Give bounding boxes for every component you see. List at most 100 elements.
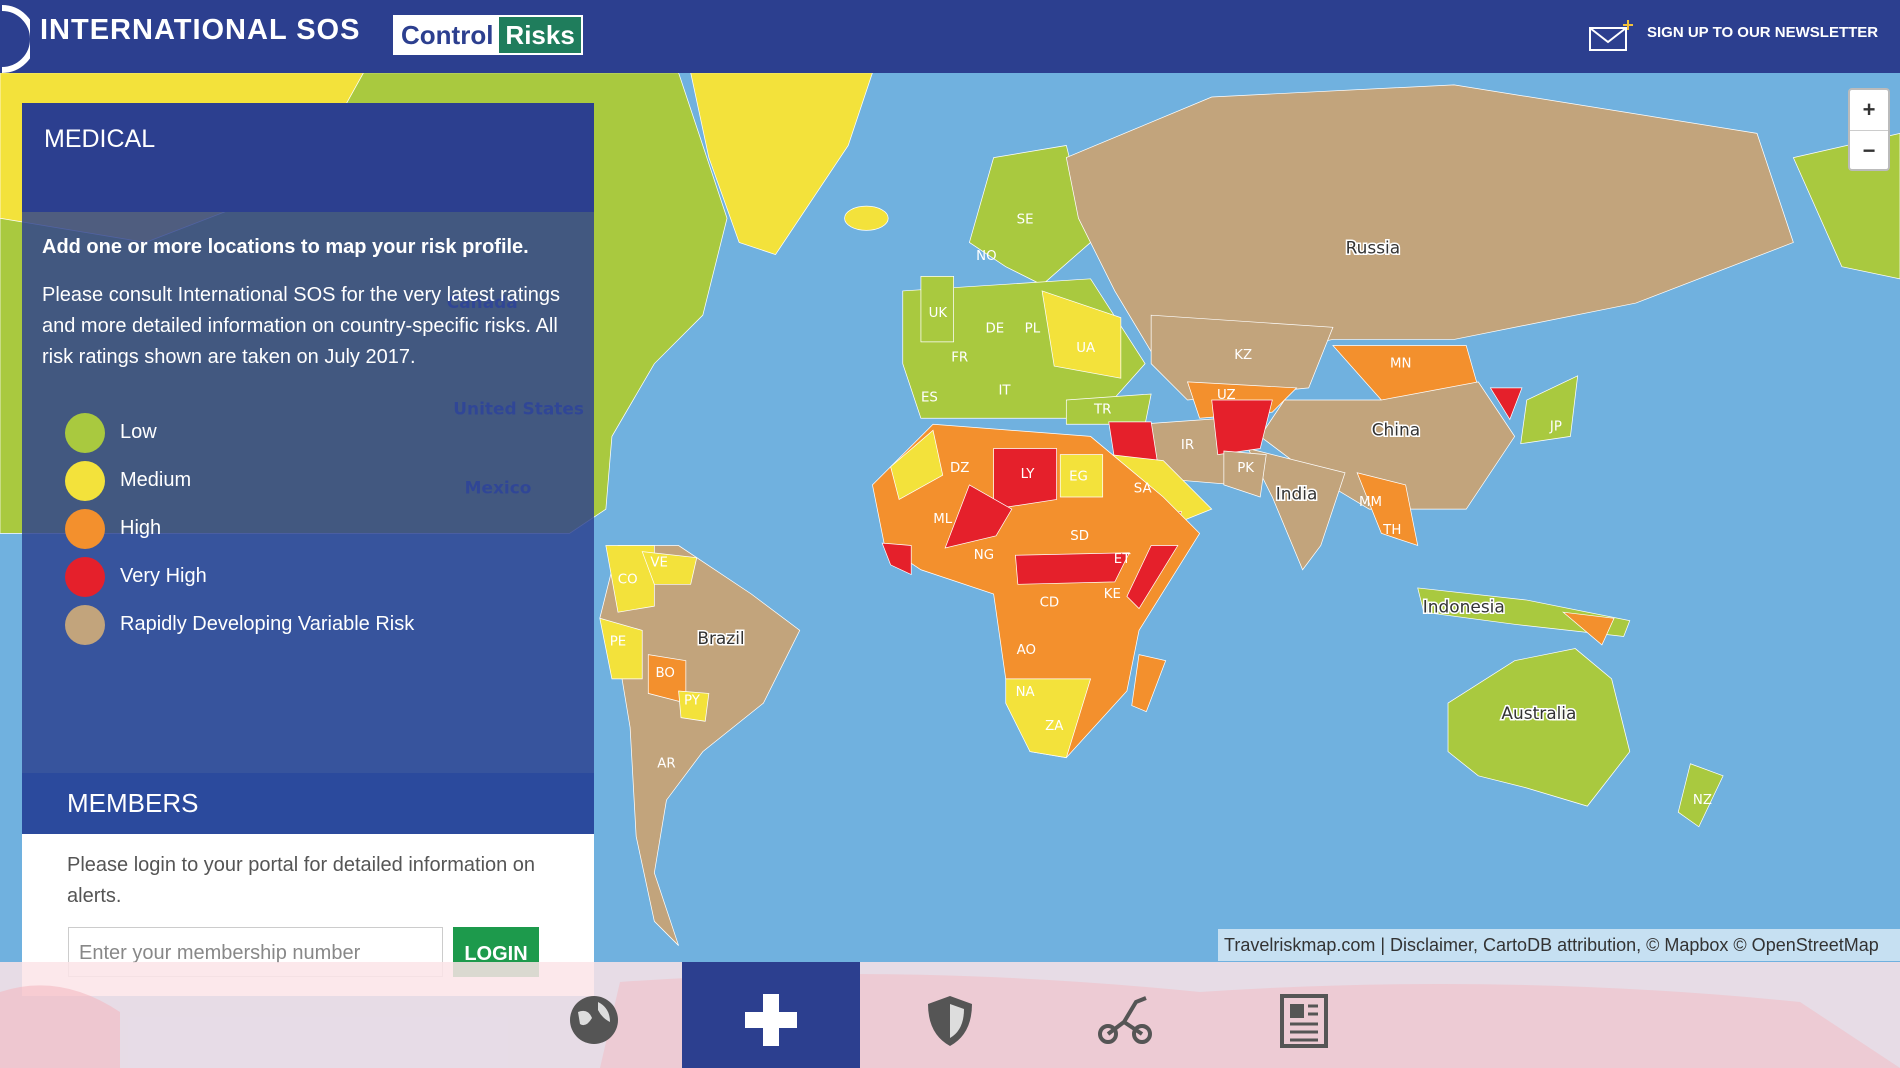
map-label: PY <box>684 694 701 709</box>
map-label: UZ <box>1217 388 1236 403</box>
map-label: ZA <box>1045 719 1063 734</box>
map-label: PL <box>1025 322 1041 337</box>
country-shape[interactable] <box>881 542 912 576</box>
country-shape[interactable] <box>1247 447 1346 571</box>
panel-body <box>22 212 594 773</box>
nav-background <box>0 974 1900 1068</box>
country-shape[interactable] <box>1677 763 1724 828</box>
map-label: SD <box>1070 529 1089 544</box>
newsletter-link[interactable]: SIGN UP TO OUR NEWSLETTER <box>1647 24 1879 41</box>
panel-header <box>22 103 594 212</box>
map-label: NZ <box>1693 793 1712 808</box>
map-label: ET <box>1114 552 1131 567</box>
country-shape[interactable] <box>1223 450 1267 498</box>
country-shape[interactable] <box>641 551 698 585</box>
country-shape[interactable] <box>605 545 655 613</box>
country-shape[interactable] <box>1005 678 1092 759</box>
map-label: IT <box>998 383 1011 398</box>
map-label: Russia <box>1346 238 1401 258</box>
map-label: PE <box>610 634 626 649</box>
brand[interactable]: INTERNATIONAL SOS <box>40 14 361 46</box>
medical-icon <box>745 994 797 1046</box>
nav-travel[interactable] <box>566 992 622 1048</box>
country-shape[interactable] <box>1131 654 1167 713</box>
zoom-out[interactable]: − <box>1862 138 1876 163</box>
legend-label: Low <box>120 421 157 443</box>
country-shape[interactable] <box>944 484 1013 549</box>
country-shape[interactable] <box>872 423 1201 759</box>
map-label: CO <box>618 572 638 587</box>
country-shape[interactable] <box>1041 290 1122 379</box>
map-label: NG <box>974 548 994 563</box>
country-shape[interactable] <box>844 205 889 231</box>
country-shape[interactable] <box>1561 611 1615 646</box>
country-shape[interactable] <box>920 276 954 343</box>
map-label: KE <box>1104 587 1121 602</box>
map-label: FR <box>951 351 968 366</box>
panel-title: MEDICAL <box>44 125 156 153</box>
map-label: NA <box>1016 685 1035 700</box>
nav-road-safety[interactable] <box>1096 992 1156 1048</box>
map-label: EG <box>1069 469 1088 484</box>
nav-medical-active[interactable] <box>682 962 860 1068</box>
map-label: LY <box>1021 467 1036 482</box>
country-shape[interactable] <box>890 429 944 500</box>
map-label: PK <box>1237 461 1255 476</box>
partner-logo[interactable]: Control Risks <box>393 15 583 55</box>
map-label: BO <box>656 666 675 681</box>
map-label: TR <box>1093 403 1111 418</box>
map-label: MN <box>1390 357 1411 372</box>
country-shape[interactable] <box>678 690 710 722</box>
country-shape[interactable] <box>1126 545 1179 610</box>
legend-swatch <box>65 557 105 597</box>
map-label: SA <box>1134 482 1152 497</box>
legend-label: High <box>120 517 162 539</box>
map-label: AR <box>657 757 675 772</box>
map-label: ML <box>933 512 952 527</box>
partner-left: Control <box>395 17 500 53</box>
nav-news[interactable] <box>1276 992 1332 1048</box>
panel-intro: Add one or more locations to map your ri… <box>42 236 529 258</box>
map-label: Indonesia <box>1423 596 1505 616</box>
map-label: India <box>1276 484 1318 504</box>
map-label: Brazil <box>697 628 744 648</box>
map-label: AO <box>1017 643 1036 658</box>
panel-text: Please consult International SOS for the… <box>42 284 561 368</box>
zoom-in[interactable]: + <box>1850 90 1888 131</box>
map-labels: Russia China India Brazil Australia Indonesia… <box>447 212 1712 808</box>
legend-swatch <box>65 509 105 549</box>
map-label: JP <box>1549 420 1562 435</box>
country-shape[interactable] <box>1015 552 1130 585</box>
map-label: VE <box>650 555 668 570</box>
map-label: TH <box>1382 523 1401 538</box>
map-label: DZ <box>950 461 969 476</box>
country-shape[interactable] <box>1520 375 1579 445</box>
country-shape[interactable] <box>1065 84 1794 365</box>
country-shape[interactable] <box>1356 472 1419 547</box>
country-shape[interactable] <box>1108 421 1158 462</box>
legend-swatch <box>65 413 105 453</box>
map-label: DE <box>985 322 1004 337</box>
map-label: KZ <box>1234 348 1252 363</box>
legend-label: Rapidly Developing Variable Risk <box>120 613 415 635</box>
legend-swatch <box>65 461 105 501</box>
map-label: ES <box>921 391 938 406</box>
newsletter-icon[interactable] <box>1588 18 1634 52</box>
country-shape[interactable] <box>1211 399 1273 456</box>
members-title: MEMBERS <box>67 788 199 818</box>
map-label: MM <box>1359 495 1382 510</box>
country-shape[interactable] <box>1417 587 1631 637</box>
country-shape[interactable] <box>1447 648 1631 807</box>
attribution: Travelriskmap.com | Disclaimer, CartoDB … <box>1218 929 1900 961</box>
legend-label: Medium <box>120 469 192 491</box>
country-shape[interactable] <box>1059 454 1104 498</box>
country-shape[interactable] <box>993 448 1057 510</box>
map-label: Australia <box>1501 703 1576 723</box>
country-shape[interactable] <box>599 617 643 680</box>
country-shape[interactable] <box>1489 387 1523 421</box>
members-header <box>22 773 594 834</box>
nav-security[interactable] <box>922 992 978 1048</box>
map-label: UK <box>929 306 949 321</box>
header: INTERNATIONAL SOS Control Risks SIGN UP … <box>0 0 1900 73</box>
members-text: Please login to your portal for detailed… <box>67 854 536 907</box>
